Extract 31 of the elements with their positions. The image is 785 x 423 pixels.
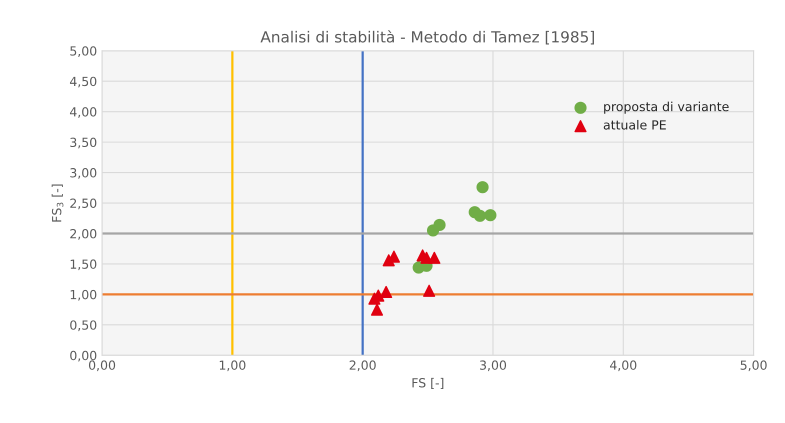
x-tick-label: 1,00: [220, 360, 246, 372]
point: [423, 284, 436, 297]
point: [370, 304, 384, 316]
y-tick-label: 3,50: [70, 138, 96, 148]
legend-label: attuale PE: [604, 120, 666, 130]
point: [380, 286, 392, 298]
x-tick-label: 4,00: [610, 360, 636, 372]
y-axis-title: FS$_{3}$ [-]: [52, 184, 64, 222]
x-tick-label: 3,00: [480, 360, 506, 372]
y-tick-label: 1,50: [70, 259, 96, 270]
point: [368, 292, 380, 305]
y-tick-label: 0,50: [70, 320, 96, 332]
y-tick-label: 0,00: [70, 350, 96, 362]
point: [426, 224, 440, 237]
y-tick-label: 2,00: [70, 228, 96, 240]
y-tick-label: 1,00: [70, 290, 96, 301]
x-tick-label: 5,00: [740, 360, 767, 372]
y-tick-label: 4,00: [70, 107, 96, 118]
chart-title: Analisi di stabilità - Metodo di Tamez [1985]: [260, 30, 594, 44]
point: [476, 181, 489, 194]
y-tick-label: 4,50: [70, 76, 96, 88]
point: [428, 252, 440, 264]
point: [484, 209, 496, 222]
point: [474, 210, 486, 222]
x-tick-label: 2,00: [350, 360, 376, 372]
y-tick-label: 2,50: [70, 198, 96, 210]
x-axis-title: FS [-]: [412, 378, 444, 389]
legend-label: proposta di variante: [604, 102, 729, 114]
y-tick-label: 3,00: [70, 168, 96, 179]
y-tick-label: 5,00: [70, 46, 96, 57]
x-tick-label: 0,00: [88, 360, 116, 372]
